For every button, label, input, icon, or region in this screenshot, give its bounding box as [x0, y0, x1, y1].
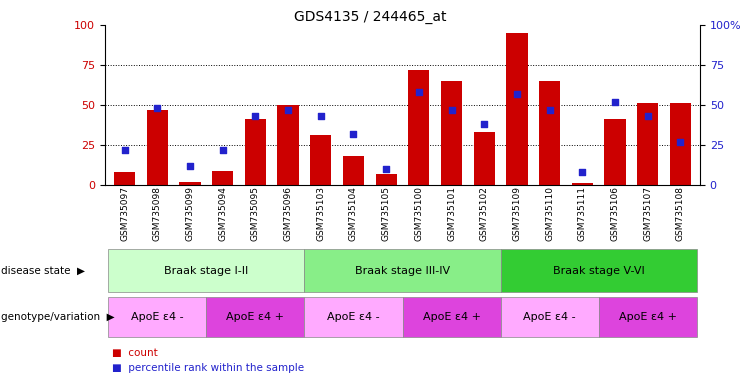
Bar [310, 136, 331, 185]
Text: genotype/variation  ▶: genotype/variation ▶ [1, 312, 115, 322]
Bar [305, 297, 402, 337]
Bar [212, 170, 233, 185]
Bar [599, 297, 697, 337]
Text: ApoE ε4 +: ApoE ε4 + [422, 312, 480, 322]
Text: ApoE ε4 +: ApoE ε4 + [227, 312, 285, 322]
Point [151, 105, 163, 111]
Bar [108, 297, 206, 337]
Bar [539, 81, 560, 185]
Point [119, 147, 130, 153]
Point [217, 147, 229, 153]
Text: disease state  ▶: disease state ▶ [1, 265, 85, 275]
Bar [605, 119, 625, 185]
Text: Braak stage I-II: Braak stage I-II [165, 265, 248, 275]
Point [348, 131, 359, 137]
Text: ■  count: ■ count [113, 348, 158, 358]
Bar [408, 70, 430, 185]
Text: Braak stage V-VI: Braak stage V-VI [553, 265, 645, 275]
Bar [670, 103, 691, 185]
Bar [206, 297, 305, 337]
Point [609, 99, 621, 105]
Bar [572, 184, 593, 185]
Point [642, 113, 654, 119]
Text: ApoE ε4 -: ApoE ε4 - [327, 312, 380, 322]
Point [282, 107, 294, 113]
Bar [376, 174, 396, 185]
Bar [108, 249, 305, 292]
Bar [473, 132, 495, 185]
Bar [501, 297, 599, 337]
Point [511, 91, 523, 97]
Bar [179, 182, 201, 185]
Text: ApoE ε4 +: ApoE ε4 + [619, 312, 677, 322]
Point [380, 166, 392, 172]
Point [413, 89, 425, 95]
Point [184, 163, 196, 169]
Bar [501, 249, 697, 292]
Point [445, 107, 457, 113]
Point [544, 107, 556, 113]
Bar [147, 110, 168, 185]
Bar [305, 249, 501, 292]
Point [250, 113, 262, 119]
Bar [114, 172, 136, 185]
Bar [277, 105, 299, 185]
Text: ApoE ε4 -: ApoE ε4 - [523, 312, 576, 322]
Point [674, 139, 686, 145]
Bar [245, 119, 266, 185]
Text: GDS4135 / 244465_at: GDS4135 / 244465_at [294, 10, 447, 24]
Bar [402, 297, 501, 337]
Text: Braak stage III-IV: Braak stage III-IV [355, 265, 450, 275]
Text: ■  percentile rank within the sample: ■ percentile rank within the sample [113, 363, 305, 373]
Point [478, 121, 490, 127]
Bar [343, 156, 364, 185]
Bar [637, 103, 658, 185]
Bar [506, 33, 528, 185]
Bar [441, 81, 462, 185]
Point [315, 113, 327, 119]
Point [576, 169, 588, 175]
Text: ApoE ε4 -: ApoE ε4 - [131, 312, 184, 322]
